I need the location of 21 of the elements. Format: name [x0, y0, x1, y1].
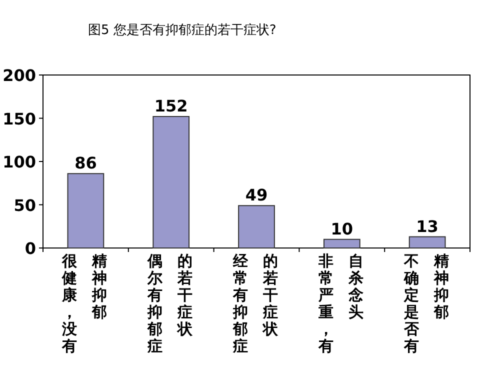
y-tick-label: 100 [2, 152, 36, 172]
bar [323, 238, 360, 248]
category-label: 偶尔有抑郁症的若干症状 [148, 252, 193, 355]
data-label: 10 [330, 219, 354, 238]
chart-title: 图5 您是否有抑郁症的若干症状? [88, 23, 276, 38]
y-tick-label: 50 [14, 196, 36, 215]
bar [152, 116, 190, 248]
data-label: 13 [416, 216, 438, 236]
category-label: 经常有抑郁症的若干症状 [233, 252, 278, 355]
bar [408, 236, 446, 248]
category-label: 非常严重，有自杀念头 [318, 252, 364, 355]
data-label: 49 [245, 186, 268, 205]
data-label: 86 [74, 154, 97, 173]
category-label: 不确定是否有精神抑郁 [404, 252, 449, 355]
category-label: 很健康，没有精神抑郁 [62, 252, 108, 355]
data-label: 152 [154, 96, 188, 116]
y-tick-label: 150 [2, 109, 36, 128]
bar [238, 205, 275, 248]
y-tick-label: 0 [24, 239, 36, 258]
y-tick-label: 200 [2, 66, 36, 85]
bar [67, 173, 104, 248]
